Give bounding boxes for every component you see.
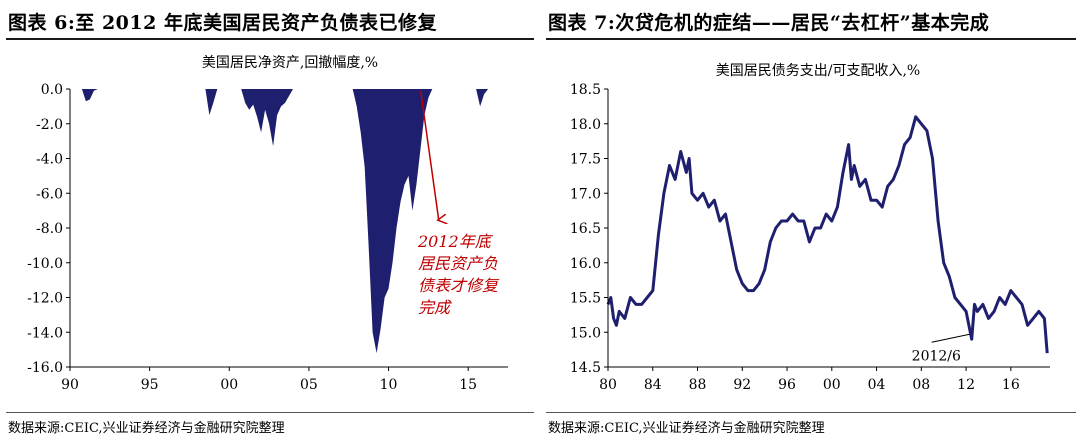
- chart-title: 美国居民债务支出/可支配收入,%: [716, 63, 920, 79]
- y-tick-label: -8.0: [36, 221, 63, 237]
- y-tick-label: -2.0: [36, 117, 63, 133]
- y-tick-label: -16.0: [27, 360, 63, 376]
- y-tick-label: 17.0: [570, 186, 601, 202]
- x-tick-label: 12: [957, 377, 975, 393]
- y-tick-label: -10.0: [27, 256, 63, 272]
- figure-7-title: 图表 7:次贷危机的症结——居民“去杠杆”基本完成: [548, 12, 990, 34]
- x-tick-label: 05: [300, 377, 318, 393]
- y-tick-label: 15.0: [570, 325, 601, 341]
- annotation-text: 居民资产负: [418, 254, 498, 273]
- y-tick-label: 16.0: [570, 256, 601, 272]
- y-tick-label: 18.5: [570, 82, 601, 98]
- chart-title: 美国居民净资产,回撤幅度,%: [202, 55, 378, 71]
- x-tick-label: 04: [868, 377, 886, 393]
- net-worth-drawdown-chart: 美国居民净资产,回撤幅度,% 0.0 -2.0 -4.0 -6.0 -8.0 -10.0 -…: [27, 55, 508, 393]
- y-tick-label: 16.5: [570, 221, 601, 237]
- source-divider: [6, 412, 534, 413]
- x-tick-label: 80: [599, 377, 617, 393]
- annotation-arrow: [419, 90, 439, 220]
- title-divider: [6, 38, 534, 40]
- y-tick-label: 17.5: [570, 152, 601, 168]
- figure-6-title: 图表 6:至 2012 年底美国居民资产负债表已修复: [8, 12, 437, 34]
- annotation-leader: [931, 333, 970, 343]
- y-tick-label: -4.0: [36, 152, 63, 168]
- debt-ratio-line: [606, 115, 1049, 354]
- x-tick-label: 96: [778, 377, 796, 393]
- x-tick-label: 15: [459, 377, 477, 393]
- annotation-text: 2012/6: [912, 348, 961, 364]
- data-source-note: 数据来源:CEIC,兴业证券经济与金融研究院整理: [8, 421, 285, 436]
- x-tick-label: 16: [1002, 377, 1020, 393]
- x-tick-label: 84: [644, 377, 662, 393]
- x-tick-label: 95: [141, 377, 159, 393]
- annotation-text: 完成: [418, 298, 452, 317]
- annotation-text: 2012年底: [417, 232, 494, 251]
- x-tick-label: 90: [61, 377, 79, 393]
- drawdown-area: [70, 89, 508, 354]
- y-tick-label: 0.0: [41, 82, 63, 98]
- y-tick-label: 15.5: [570, 291, 601, 307]
- data-source-note: 数据来源:CEIC,兴业证券经济与金融研究院整理: [548, 421, 825, 436]
- x-tick-label: 88: [689, 377, 707, 393]
- y-tick-label: -6.0: [36, 186, 63, 202]
- y-tick-label: 18.0: [570, 117, 601, 133]
- title-divider: [546, 38, 1076, 40]
- annotation-text: 债表才修复: [418, 276, 500, 295]
- figure-6-panel: 图表 6:至 2012 年底美国居民资产负债表已修复 美国居民净资产,回撤幅度,…: [0, 0, 540, 439]
- figure-7-panel: 图表 7:次贷危机的症结——居民“去杠杆”基本完成 美国居民债务支出/可支配收入…: [540, 0, 1080, 439]
- x-tick-label: 92: [733, 377, 751, 393]
- x-tick-label: 10: [380, 377, 398, 393]
- x-tick-label: 00: [220, 377, 238, 393]
- source-divider: [546, 412, 1076, 413]
- x-tick-label: 00: [823, 377, 841, 393]
- x-tick-label: 08: [912, 377, 930, 393]
- debt-service-ratio-chart: 美国居民债务支出/可支配收入,% 18.5 18.0 17.5 17.0 16.5 16.…: [570, 63, 1050, 393]
- y-tick-label: 14.5: [570, 360, 601, 376]
- y-tick-label: -12.0: [27, 291, 63, 307]
- y-tick-label: -14.0: [27, 325, 63, 341]
